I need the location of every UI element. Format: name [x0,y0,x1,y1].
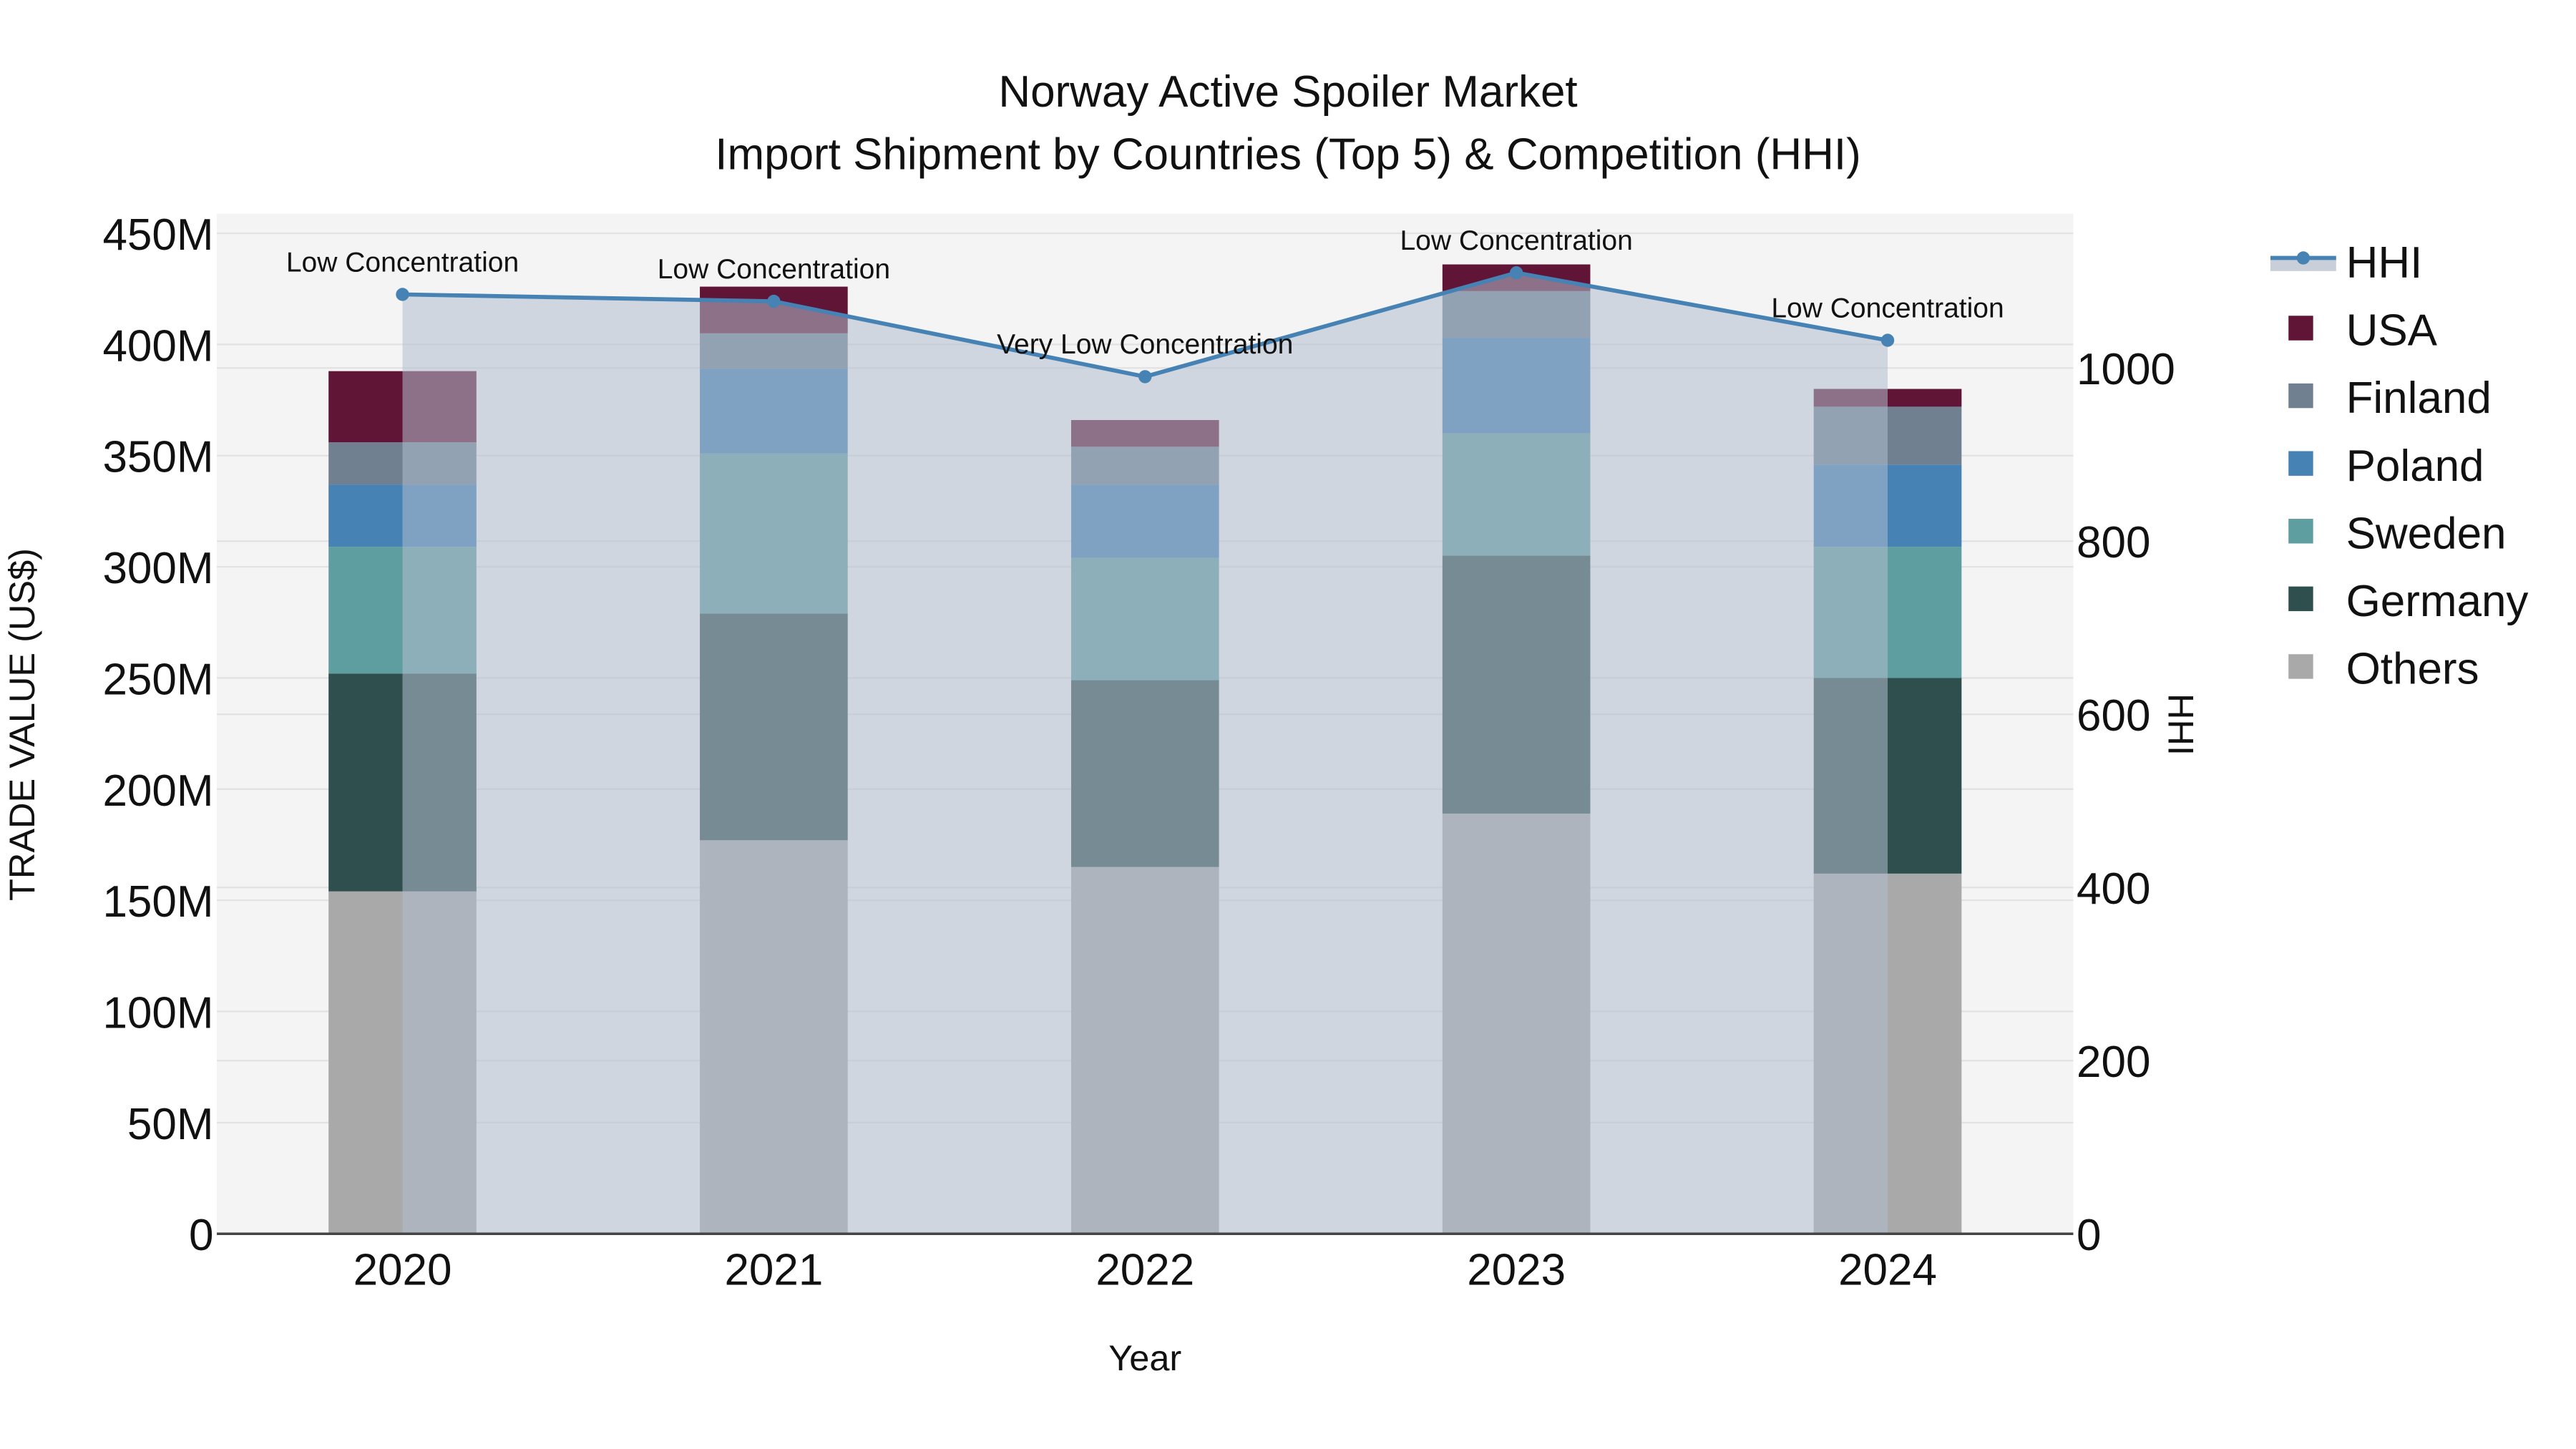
y-right-tick-label: 600 [2077,691,2150,741]
legend-label: Germany [2346,577,2529,626]
legend-item-hhi[interactable]: HHI [2270,238,2422,288]
hhi-annotation: Very Low Concentration [997,329,1293,360]
legend-item-poland[interactable]: Poland [2288,441,2484,491]
y-left-tick-label: 0 [189,1211,213,1260]
x-tick-label: 2021 [724,1245,823,1294]
legend-item-others[interactable]: Others [2288,645,2479,694]
hhi-annotation: Low Concentration [286,247,519,278]
legend-marker-icon [2296,251,2311,265]
y-axis-left-ticks: 0 50M 100M 150M 200M 250M 300M 350M 400M 450M [102,210,213,1260]
y-left-tick-label: 50M [127,1100,214,1149]
y-left-tick-label: 250M [102,655,213,704]
hhi-marker [1880,333,1895,347]
legend: HHI USA Finland Poland Sweden Germany Others [2270,238,2528,694]
y-right-tick-label: 400 [2077,864,2150,914]
y-left-tick-label: 450M [102,210,213,260]
hhi-annotation: Low Concentration [1771,293,2004,323]
y-right-tick-label: 0 [2077,1211,2101,1260]
legend-swatch-icon [2288,654,2313,679]
legend-item-finland[interactable]: Finland [2288,374,2492,423]
hhi-annotation: Low Concentration [1400,225,1632,256]
legend-label: Finland [2346,374,2492,423]
y-right-tick-label: 800 [2077,518,2150,567]
y-axis-left-title: TRADE VALUE (US$) [1,548,42,901]
legend-swatch-icon [2288,383,2313,409]
x-tick-label: 2024 [1838,1245,1937,1294]
legend-fill-swatch [2270,258,2336,271]
legend-swatch-icon [2288,451,2313,476]
x-tick-label: 2023 [1467,1245,1566,1294]
hhi-series: Low Concentration Low Concentration Very L… [286,225,2004,1234]
y-left-tick-label: 100M [102,988,213,1038]
x-tick-label: 2020 [353,1245,452,1294]
y-axis-right-ticks: 0 200 400 600 800 1000 [2077,345,2175,1260]
legend-item-germany[interactable]: Germany [2288,577,2528,626]
hhi-annotation: Low Concentration [658,254,890,285]
y-left-tick-label: 350M [102,433,213,482]
y-right-tick-label: 200 [2077,1038,2150,1087]
legend-label: Sweden [2346,509,2507,558]
x-tick-label: 2022 [1096,1245,1194,1294]
legend-item-sweden[interactable]: Sweden [2288,509,2507,558]
y-left-tick-label: 150M [102,877,213,927]
x-axis-ticks: 2020 2021 2022 2023 2024 [353,1245,1937,1294]
chart-title-line2: Import Shipment by Countries (Top 5) & C… [715,130,1860,179]
legend-label: HHI [2346,238,2423,288]
legend-label: Others [2346,645,2479,694]
hhi-marker [1509,266,1523,280]
chart-title-line1: Norway Active Spoiler Market [998,67,1577,117]
y-left-tick-label: 200M [102,766,213,816]
y-left-tick-label: 400M [102,321,213,371]
hhi-marker [1138,370,1152,384]
legend-label: Poland [2346,441,2484,491]
legend-swatch-icon [2288,586,2313,612]
x-axis-title: Year [1108,1337,1181,1378]
y-axis-right-title: HHI [2161,693,2202,756]
hhi-area-fill [402,273,1888,1234]
hhi-marker [767,294,781,308]
legend-item-usa[interactable]: USA [2288,306,2438,356]
legend-swatch-icon [2288,316,2313,341]
legend-label: USA [2346,306,2438,356]
hhi-marker [396,288,409,301]
legend-swatch-icon [2288,519,2313,544]
y-right-tick-label: 1000 [2077,345,2175,394]
y-left-tick-label: 300M [102,544,213,593]
